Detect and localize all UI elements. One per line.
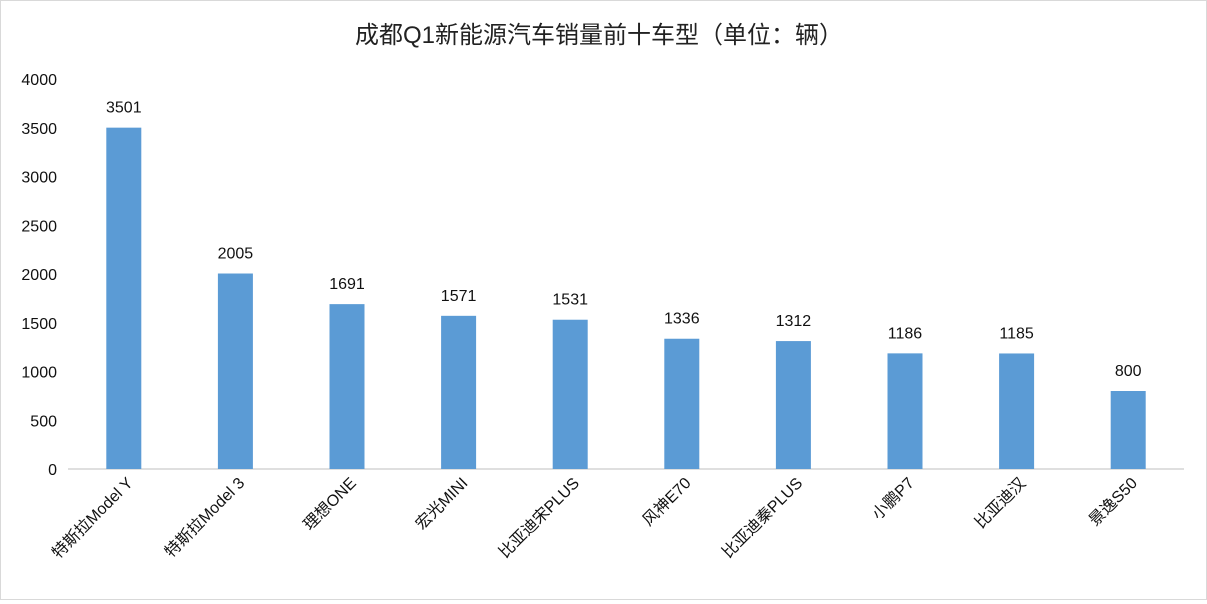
y-tick-label: 1000	[21, 365, 57, 382]
bar	[552, 319, 588, 469]
x-tick-label: 小鹏P7	[869, 474, 918, 523]
data-label: 1531	[552, 292, 588, 309]
bar	[106, 127, 142, 469]
data-label: 1186	[888, 325, 923, 342]
axes: 0 500 1000 1500 2000 2500 3000 3500 4000	[21, 72, 1184, 479]
data-label: 1691	[329, 276, 365, 293]
x-tick-label: 比亚迪秦PLUS	[719, 474, 807, 562]
chart-title: 成都Q1新能源汽车销量前十车型（单位：辆）	[355, 22, 843, 49]
y-tick-label: 2000	[21, 267, 57, 284]
bar	[329, 304, 365, 469]
y-tick-label: 4000	[21, 72, 57, 89]
bar	[887, 353, 923, 469]
data-label: 1185	[999, 325, 1034, 342]
y-tick-label: 3500	[21, 121, 57, 138]
data-label: 1571	[441, 288, 477, 305]
data-label: 1336	[664, 311, 700, 328]
y-tick-label: 2500	[21, 218, 57, 235]
x-tick-label: 特斯拉Model 3	[161, 474, 248, 561]
bar	[999, 353, 1035, 469]
y-tick-label: 500	[30, 413, 57, 430]
data-label: 3501	[106, 100, 142, 117]
y-tick-label: 1500	[21, 316, 57, 333]
x-tick-label: 比亚迪宋PLUS	[495, 474, 583, 562]
x-tick-label: 景逸S50	[1086, 474, 1142, 530]
bar	[217, 273, 253, 469]
x-tick-label: 理想ONE	[300, 474, 360, 534]
data-label: 800	[1115, 363, 1142, 380]
bars: 3501 特斯拉Model Y 2005 特斯拉Model 3 1691 理想ONE 157…	[49, 100, 1146, 562]
data-label: 2005	[218, 246, 254, 263]
bar	[1110, 391, 1146, 469]
x-tick-label: 宏光MINI	[412, 474, 471, 533]
x-tick-label: 比亚迪汉	[971, 474, 1029, 532]
bar	[664, 338, 700, 469]
x-tick-label: 风神E70	[639, 474, 695, 530]
bar	[775, 341, 811, 469]
bar	[441, 315, 477, 469]
y-tick-label: 3000	[21, 170, 57, 187]
y-tick-label: 0	[48, 462, 57, 479]
data-label: 1312	[776, 313, 812, 330]
x-tick-label: 特斯拉Model Y	[49, 474, 137, 562]
